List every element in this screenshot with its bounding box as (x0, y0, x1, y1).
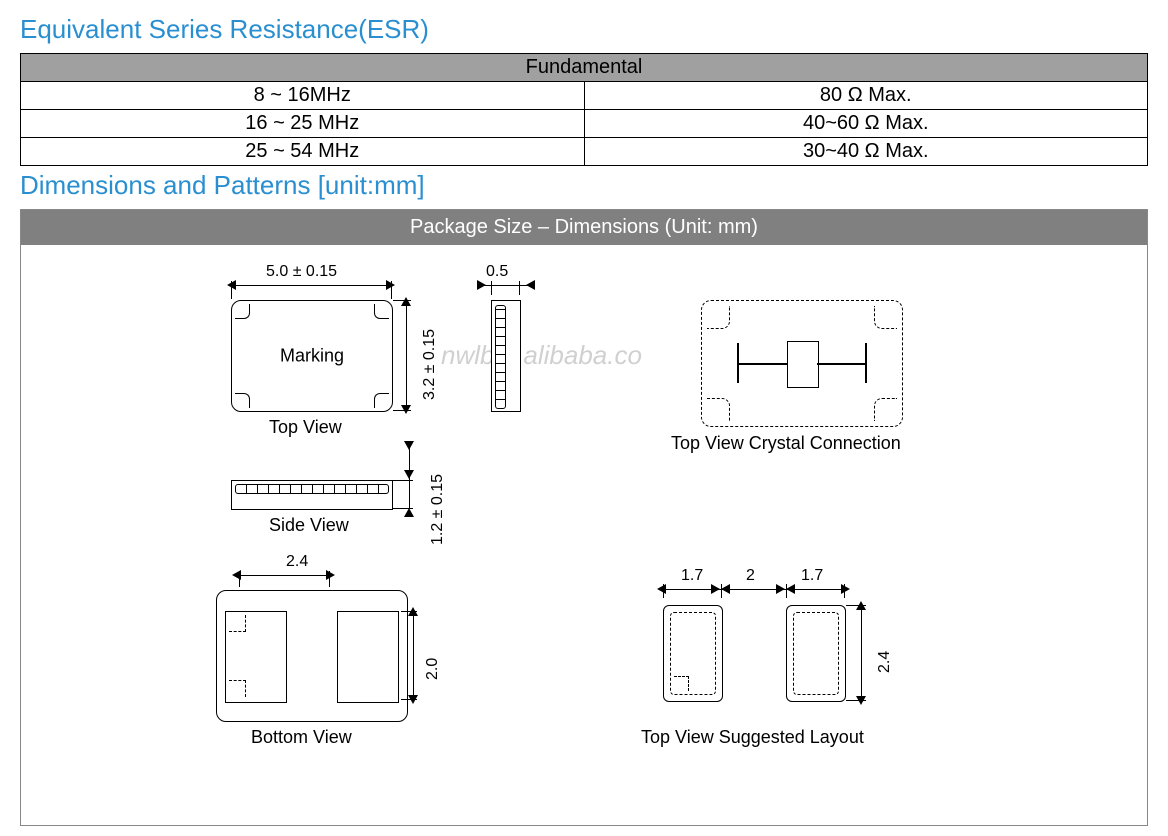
esr-section-title: Equivalent Series Resistance(ESR) (20, 14, 1148, 45)
panel-header: Package Size – Dimensions (Unit: mm) (21, 210, 1147, 245)
crystal-connection-body (701, 300, 903, 427)
esr-table: Fundamental 8 ~ 16MHz 80 Ω Max. 16 ~ 25 … (20, 53, 1148, 166)
bottom-view-label: Bottom View (251, 727, 352, 748)
dim-layout-c: 1.7 (801, 567, 823, 585)
dims-section-title: Dimensions and Patterns [unit:mm] (20, 170, 1148, 201)
top-view-body: Marking (231, 300, 393, 412)
table-row: 8 ~ 16MHz 80 Ω Max. (21, 82, 1148, 110)
side-view-narrow (491, 300, 521, 412)
esr-freq-cell: 16 ~ 25 MHz (21, 110, 585, 138)
dim-layout-h: 2.4 (876, 651, 894, 673)
esr-val-cell: 40~60 Ω Max. (584, 110, 1148, 138)
dim-side-h: 1.2 ± 0.15 (429, 474, 447, 545)
marking-label: Marking (280, 346, 344, 367)
dim-bottom-h: 2.0 (424, 658, 442, 680)
side-view-label: Side View (269, 515, 349, 536)
esr-freq-cell: 8 ~ 16MHz (21, 82, 585, 110)
layout-pad-left (663, 605, 723, 702)
esr-val-cell: 30~40 Ω Max. (584, 138, 1148, 166)
crystal-connection-label: Top View Crystal Connection (671, 433, 901, 454)
table-row: 25 ~ 54 MHz 30~40 Ω Max. (21, 138, 1148, 166)
bottom-view-body (216, 590, 408, 722)
dim-top-width: 5.0 ± 0.15 (266, 263, 337, 281)
watermark-text: nwlb.e alibaba.co (441, 340, 642, 371)
dimensions-panel: Package Size – Dimensions (Unit: mm) nwl… (20, 209, 1148, 826)
esr-val-cell: 80 Ω Max. (584, 82, 1148, 110)
dim-layout-a: 1.7 (681, 567, 703, 585)
top-view-label: Top View (269, 417, 342, 438)
esr-table-header: Fundamental (21, 54, 1148, 82)
esr-freq-cell: 25 ~ 54 MHz (21, 138, 585, 166)
dim-side-t: 0.5 (486, 263, 508, 281)
layout-pad-right (786, 605, 846, 702)
dim-top-height: 3.2 ± 0.15 (421, 329, 439, 400)
dim-bottom-w: 2.4 (286, 553, 308, 571)
diagram-body: nwlb.e alibaba.co 5.0 ± 0.15 3.2 ± 0.15 … (21, 245, 1147, 825)
side-view-flat (231, 480, 393, 510)
table-row: 16 ~ 25 MHz 40~60 Ω Max. (21, 110, 1148, 138)
dim-layout-b: 2 (746, 567, 755, 585)
suggested-layout-label: Top View Suggested Layout (641, 727, 864, 748)
